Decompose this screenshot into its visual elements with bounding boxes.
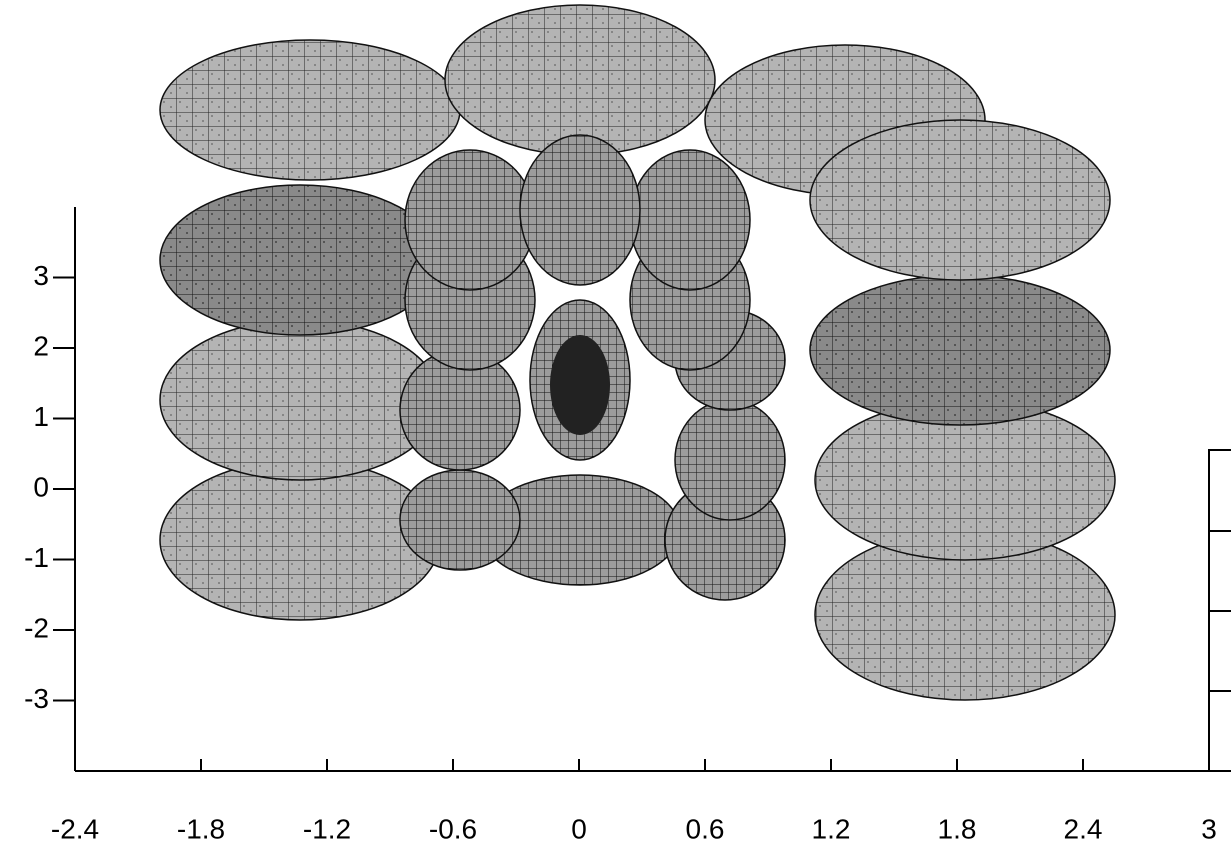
y-tick-label: -1: [24, 542, 49, 573]
x-tick-label: 0.6: [686, 813, 725, 844]
y-tick-label: 2: [33, 330, 49, 361]
lobe: [630, 150, 750, 290]
lobe: [445, 5, 715, 155]
side-panel-ticks: [1209, 531, 1231, 691]
lobe: [810, 120, 1110, 280]
y-tick-label: -3: [24, 683, 49, 714]
y-tick-label: -2: [24, 612, 49, 643]
x-tick-label: -1.2: [303, 813, 351, 844]
lobe: [400, 470, 520, 570]
x-tick-label: 3: [1201, 813, 1217, 844]
x-tick-label: 1.2: [812, 813, 851, 844]
lobe: [405, 150, 535, 290]
lobe: [160, 460, 440, 620]
x-tick-label: -1.8: [177, 813, 225, 844]
lobe: [160, 40, 460, 180]
lobe: [675, 400, 785, 520]
x-tick-label: 2.4: [1064, 813, 1103, 844]
page: -2.4 -1.8 -1.2 -0.6 0 0.6 1.2 1.8 2.4 3 -3 -2 -1 0 1 2 3…: [0, 0, 1231, 846]
x-tick-label: 0: [571, 813, 587, 844]
y-tick-label: 0: [33, 471, 49, 502]
lobe: [160, 320, 440, 480]
x-tick-label: 1.8: [938, 813, 977, 844]
x-tick-label: -0.6: [429, 813, 477, 844]
lobe: [160, 185, 440, 335]
y-tick-label: 1: [33, 401, 49, 432]
x-tick-label: -2.4: [51, 813, 99, 844]
lobe: [520, 135, 640, 285]
y-tick-label: 3: [33, 260, 49, 291]
chart: -2.4 -1.8 -1.2 -0.6 0 0.6 1.2 1.8 2.4 3 -3 -2 -1 0 1 2 3: [0, 0, 1231, 846]
core: [550, 335, 610, 435]
lobe: [810, 275, 1110, 425]
mesh-surfaces: [160, 5, 1115, 700]
